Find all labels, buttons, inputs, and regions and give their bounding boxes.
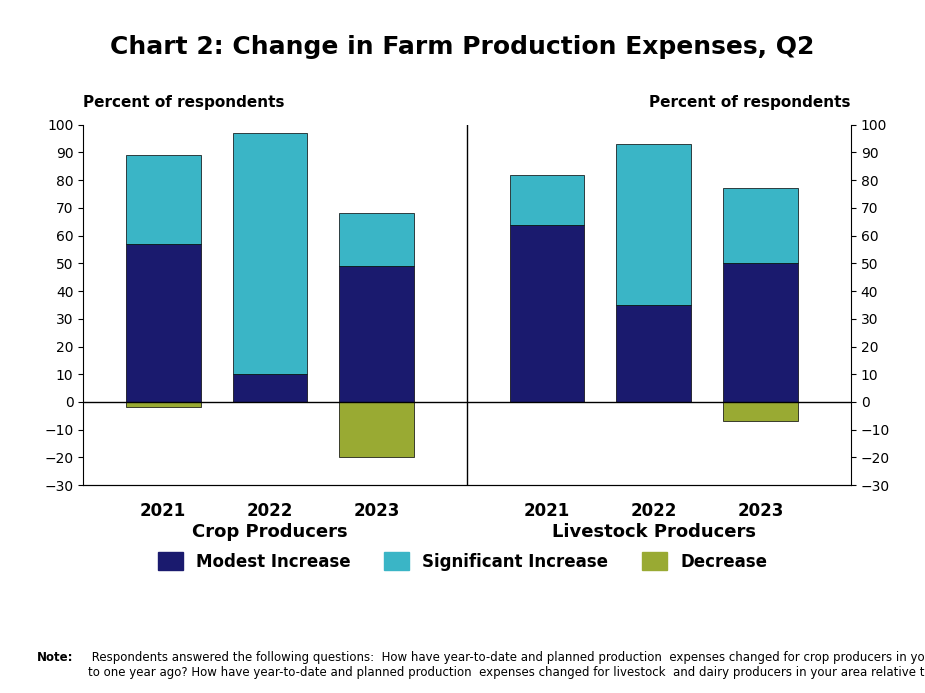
Text: 2021: 2021: [524, 502, 570, 520]
Text: Respondents answered the following questions:  How have year-to-date and planned: Respondents answered the following quest…: [88, 651, 925, 679]
Bar: [723, 263, 797, 402]
Bar: [339, 266, 413, 402]
Bar: [232, 374, 307, 402]
Bar: [723, 402, 797, 421]
Bar: [339, 402, 413, 457]
Bar: [339, 213, 413, 266]
Bar: [126, 244, 201, 402]
Legend: Modest Increase, Significant Increase, Decrease: Modest Increase, Significant Increase, D…: [151, 546, 774, 577]
Bar: [510, 175, 585, 225]
Text: Percent of respondents: Percent of respondents: [649, 96, 851, 110]
Text: 2022: 2022: [631, 502, 677, 520]
Text: Crop Producers: Crop Producers: [192, 523, 348, 541]
Bar: [616, 144, 691, 305]
Text: 2022: 2022: [247, 502, 293, 520]
Text: 2023: 2023: [353, 502, 400, 520]
Bar: [126, 402, 201, 407]
Bar: [232, 133, 307, 374]
Text: Percent of respondents: Percent of respondents: [83, 96, 285, 110]
Text: Note:: Note:: [37, 651, 73, 665]
Bar: [723, 188, 797, 263]
Bar: [616, 305, 691, 402]
Text: Livestock Producers: Livestock Producers: [551, 523, 756, 541]
Bar: [510, 225, 585, 402]
Text: 2023: 2023: [737, 502, 783, 520]
Bar: [126, 155, 201, 244]
Text: 2021: 2021: [140, 502, 186, 520]
Text: Chart 2: Change in Farm Production Expenses, Q2: Chart 2: Change in Farm Production Expen…: [110, 35, 815, 59]
